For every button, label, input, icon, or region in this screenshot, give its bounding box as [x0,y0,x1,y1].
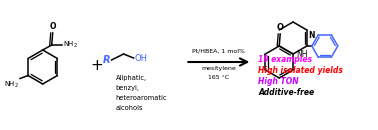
Text: alcohols: alcohols [116,105,143,111]
Text: NH$_2$: NH$_2$ [4,80,19,90]
Text: 19 examples: 19 examples [258,55,312,64]
Text: O: O [277,23,284,32]
Text: heteroaromatic: heteroaromatic [116,95,167,101]
Text: benzyl,: benzyl, [116,85,139,91]
Text: mesitylene: mesitylene [201,66,236,71]
Text: NH: NH [296,50,308,58]
Text: N: N [308,31,314,40]
Text: OH: OH [135,54,147,63]
Text: Aliphatic,: Aliphatic, [116,75,147,81]
Text: NH$_2$: NH$_2$ [63,40,77,50]
Text: R: R [103,55,110,65]
Text: High isolated yields: High isolated yields [258,66,343,75]
Text: 165 °C: 165 °C [208,75,229,80]
Text: High TON: High TON [258,77,299,86]
Text: O: O [50,22,56,31]
Text: Additive-free: Additive-free [258,88,314,97]
Text: Pt/HBEA, 1 mol%: Pt/HBEA, 1 mol% [192,48,245,53]
Text: +: + [90,57,103,73]
